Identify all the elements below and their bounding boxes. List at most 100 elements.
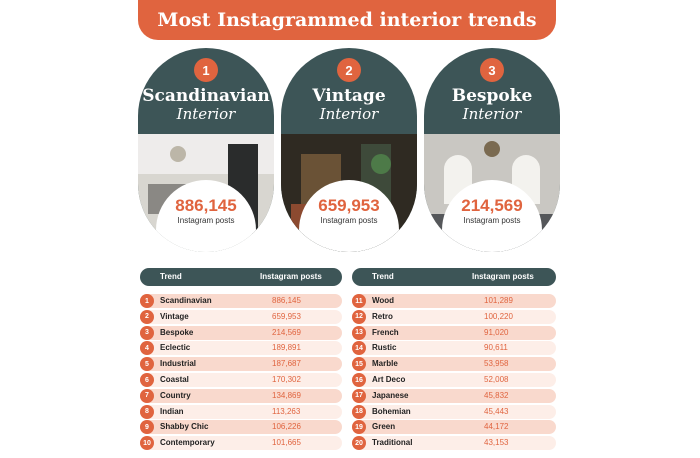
table-row: 20 Traditional 43,153 bbox=[352, 436, 556, 451]
rank-badge: 1 bbox=[140, 294, 154, 308]
table-row: 5 Industrial 187,687 bbox=[140, 357, 342, 372]
trend-name: Coastal bbox=[160, 375, 189, 384]
rank-badge: 10 bbox=[140, 436, 154, 451]
page-title: Most Instagrammed interior trends bbox=[138, 0, 556, 40]
table-row: 6 Coastal 170,302 bbox=[140, 373, 342, 387]
card-subtitle: Interior bbox=[462, 105, 522, 123]
table-row: 15 Marble 53,958 bbox=[352, 357, 556, 372]
post-count: 106,226 bbox=[272, 422, 301, 432]
table-row: 11 Wood 101,289 bbox=[352, 294, 556, 308]
photo-credit: @thebolbolinteriors bbox=[466, 238, 518, 244]
post-count: 113,263 bbox=[272, 406, 301, 416]
rank-badge: 17 bbox=[352, 388, 366, 403]
table-row: 19 Green 44,172 bbox=[352, 420, 556, 435]
photo-credit: @zaockspms bbox=[187, 238, 225, 244]
rank-badge: 1 bbox=[194, 58, 218, 82]
rank-badge: 9 bbox=[140, 420, 154, 435]
post-count: 189,891 bbox=[272, 343, 301, 353]
post-count: 187,687 bbox=[272, 359, 301, 369]
trend-name: Green bbox=[372, 422, 396, 432]
trend-name: Industrial bbox=[160, 359, 197, 369]
trend-name: Traditional bbox=[372, 438, 413, 448]
table-row: 18 Bohemian 45,443 bbox=[352, 404, 556, 419]
trend-name: Contemporary bbox=[160, 438, 215, 448]
rank-badge: 7 bbox=[140, 388, 154, 403]
trend-name: Eclectic bbox=[160, 343, 191, 353]
table-row: 13 French 91,020 bbox=[352, 325, 556, 340]
rank-badge: 3 bbox=[140, 325, 154, 340]
card-subtitle: Interior bbox=[319, 105, 379, 123]
post-count: 100,220 bbox=[484, 311, 513, 321]
rank-badge: 5 bbox=[140, 357, 154, 372]
table-row: 4 Eclectic 189,891 bbox=[140, 341, 342, 356]
post-count: 134,869 bbox=[272, 390, 301, 400]
post-count: 886,145 bbox=[272, 296, 301, 305]
trend-name: Japanese bbox=[372, 390, 409, 400]
table-row: 14 Rustic 90,611 bbox=[352, 341, 556, 356]
rank-badge: 2 bbox=[140, 309, 154, 324]
rank-badge: 19 bbox=[352, 420, 366, 435]
rank-badge: 4 bbox=[140, 341, 154, 356]
post-count: 101,665 bbox=[272, 438, 301, 448]
post-count: 886,145 bbox=[175, 196, 237, 215]
trend-name: Retro bbox=[372, 311, 393, 321]
table-row: 12 Retro 100,220 bbox=[352, 309, 556, 324]
rank-badge: 3 bbox=[480, 58, 504, 82]
trend-name: Bespoke bbox=[160, 327, 194, 337]
trend-name: Shabby Chic bbox=[160, 422, 209, 432]
rank-badge: 15 bbox=[352, 357, 366, 372]
card-subtitle: Interior bbox=[176, 105, 236, 123]
rank-badge: 18 bbox=[352, 404, 366, 419]
post-count: 45,443 bbox=[484, 406, 509, 416]
trend-name: Rustic bbox=[372, 343, 397, 353]
post-count: 53,958 bbox=[484, 359, 509, 369]
post-count: 45,832 bbox=[484, 390, 509, 400]
post-count: 91,020 bbox=[484, 327, 509, 337]
post-count: 659,953 bbox=[318, 196, 380, 215]
card-title: Bespoke bbox=[451, 86, 533, 106]
header-posts: Instagram posts bbox=[472, 272, 534, 281]
post-count: 90,611 bbox=[484, 343, 508, 353]
rank-badge: 8 bbox=[140, 404, 154, 419]
table-row: 10 Contemporary 101,665 bbox=[140, 436, 342, 451]
rank-badge: 14 bbox=[352, 341, 366, 356]
post-count: 214,569 bbox=[461, 196, 523, 215]
table-row: 9 Shabby Chic 106,226 bbox=[140, 420, 342, 435]
post-count: 52,008 bbox=[484, 375, 509, 384]
table-row: 7 Country 134,869 bbox=[140, 388, 342, 403]
trend-name: Indian bbox=[160, 406, 184, 416]
header-posts: Instagram posts bbox=[260, 272, 322, 281]
post-count-label: Instagram posts bbox=[463, 216, 521, 225]
post-count: 101,289 bbox=[484, 296, 513, 305]
count-circle: 886,145 Instagram posts bbox=[156, 180, 256, 252]
table-row: 8 Indian 113,263 bbox=[140, 404, 342, 419]
rank-badge: 12 bbox=[352, 309, 366, 324]
trend-card-2: 2 Vintage Interior 659,953 Instagram pos… bbox=[281, 48, 417, 252]
post-count: 214,569 bbox=[272, 327, 301, 337]
trend-name: French bbox=[372, 327, 399, 337]
trend-card-1: 1 Scandinavian Interior 886,145 Instagra… bbox=[138, 48, 274, 252]
trend-name: Art Deco bbox=[372, 375, 406, 384]
trend-name: Marble bbox=[372, 359, 398, 369]
rank-badge: 6 bbox=[140, 373, 154, 387]
table-row: 1 Scandinavian 886,145 bbox=[140, 294, 342, 308]
table-row: 2 Vintage 659,953 bbox=[140, 309, 342, 324]
photo-credit: @jk_hoyur bbox=[334, 238, 364, 244]
card-title: Scandinavian bbox=[142, 86, 270, 106]
post-count: 43,153 bbox=[484, 438, 509, 448]
post-count: 44,172 bbox=[484, 422, 509, 432]
trend-card-3: 3 Bespoke Interior 214,569 Instagram pos… bbox=[424, 48, 560, 252]
table-header-right: Trend Instagram posts bbox=[352, 268, 556, 286]
post-count: 170,302 bbox=[272, 375, 301, 384]
table-row: 17 Japanese 45,832 bbox=[352, 388, 556, 403]
trend-name: Wood bbox=[372, 296, 395, 305]
rank-badge: 13 bbox=[352, 325, 366, 340]
header-trend: Trend bbox=[160, 272, 182, 281]
table-row: 3 Bespoke 214,569 bbox=[140, 325, 342, 340]
trend-name: Bohemian bbox=[372, 406, 411, 416]
card-title: Vintage bbox=[312, 86, 386, 106]
rank-badge: 2 bbox=[337, 58, 361, 82]
post-count-label: Instagram posts bbox=[177, 216, 235, 225]
rank-badge: 20 bbox=[352, 436, 366, 451]
trend-name: Country bbox=[160, 390, 191, 400]
